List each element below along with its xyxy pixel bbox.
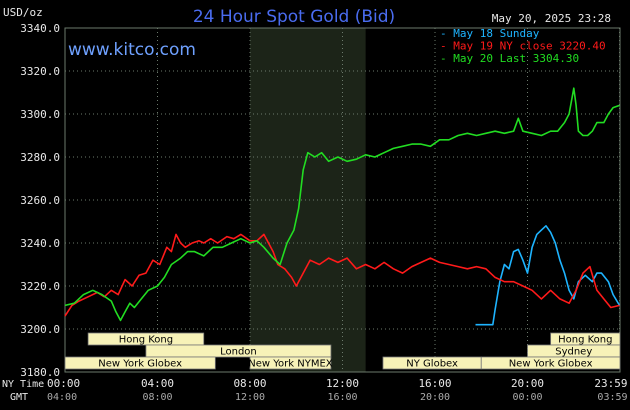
series-line-1: [64, 233, 620, 317]
session-label: Hong Kong: [119, 335, 173, 346]
series-lines: [64, 87, 621, 326]
y-tick-label: 3240.0: [20, 237, 60, 250]
session-box: [480, 356, 621, 370]
gmt-label: GMT: [10, 392, 28, 403]
legend-item: - May 19 NY close 3220.40: [440, 40, 606, 53]
x-axis: 00:00 04:00 04:00 08:00 08:00 12:00 12:00 16:00…: [47, 377, 628, 403]
y-tick-label: 3220.0: [20, 280, 60, 293]
y-tick-label: 3180.0: [20, 366, 60, 379]
session-bar: Sydney: [527, 344, 621, 358]
session-box: [249, 356, 332, 370]
y-axis: 3180.0 3200.0 3220.0 3240.0 3260.0 3280.0 3300…: [20, 22, 60, 379]
session-box: [145, 344, 332, 358]
session-label: London: [220, 347, 257, 358]
y-tick-label: 3340.0: [20, 22, 60, 35]
x-tick-label-ny: 12:00: [326, 377, 359, 390]
chart-title: 24 Hour Spot Gold (Bid): [193, 7, 395, 27]
x-tick-label-gmt: 04:00: [47, 392, 77, 403]
x-tick-label-gmt: 16:00: [327, 392, 357, 403]
session-box: [64, 356, 216, 370]
timestamp: May 20, 2025 23:28: [492, 12, 611, 25]
x-tick-label-gmt: 00:00: [512, 392, 542, 403]
ny-time-label: NY Time: [2, 379, 44, 390]
y-tick-label: 3200.0: [20, 323, 60, 336]
session-bar: Hong Kong: [550, 332, 621, 346]
watermark: www.kitco.com: [68, 40, 196, 60]
plot-border: [64, 27, 621, 373]
x-tick-label-ny: 20:00: [511, 377, 544, 390]
x-tick-label-ny: 16:00: [418, 377, 451, 390]
x-tick-label-gmt: 03:59: [597, 392, 627, 403]
legend-item: - May 20 Last 3304.30: [440, 52, 579, 65]
session-bar: London: [145, 344, 332, 358]
legend: - May 18 Sunday- May 19 NY close 3220.40…: [440, 27, 606, 65]
y-tick-label: 3280.0: [20, 151, 60, 164]
session-bar: Hong Kong: [87, 332, 205, 346]
trading-sessions: Hong Kong London New York Globex New York N…: [64, 332, 621, 370]
shaded-band: [250, 28, 366, 372]
x-tick-label-ny: 23:59: [594, 377, 627, 390]
session-label: New York Globex: [509, 359, 593, 370]
session-label: New York NYMEX: [248, 359, 333, 370]
x-tick-label-gmt: 12:00: [235, 392, 265, 403]
x-tick-label-gmt: 08:00: [142, 392, 172, 403]
series-line-0: [475, 225, 621, 326]
series-line-2: [64, 87, 620, 322]
session-bar: NY Globex: [382, 356, 482, 370]
x-tick-label-ny: 04:00: [141, 377, 174, 390]
session-bar: New York Globex: [64, 356, 216, 370]
session-label: Sydney: [555, 347, 592, 358]
session-label: Hong Kong: [558, 335, 612, 346]
x-tick-label-gmt: 20:00: [420, 392, 450, 403]
session-label: New York Globex: [98, 359, 182, 370]
y-tick-label: 3320.0: [20, 65, 60, 78]
session-label: NY Globex: [406, 359, 458, 370]
session-bar: New York NYMEX: [248, 356, 333, 370]
x-tick-label-ny: 08:00: [233, 377, 266, 390]
y-tick-label: 3260.0: [20, 194, 60, 207]
session-bar: New York Globex: [480, 356, 621, 370]
x-tick-label-ny: 00:00: [47, 377, 80, 390]
y-unit-label: USD/oz: [3, 6, 43, 19]
legend-item: - May 18 Sunday: [440, 27, 540, 40]
y-tick-label: 3300.0: [20, 108, 60, 121]
